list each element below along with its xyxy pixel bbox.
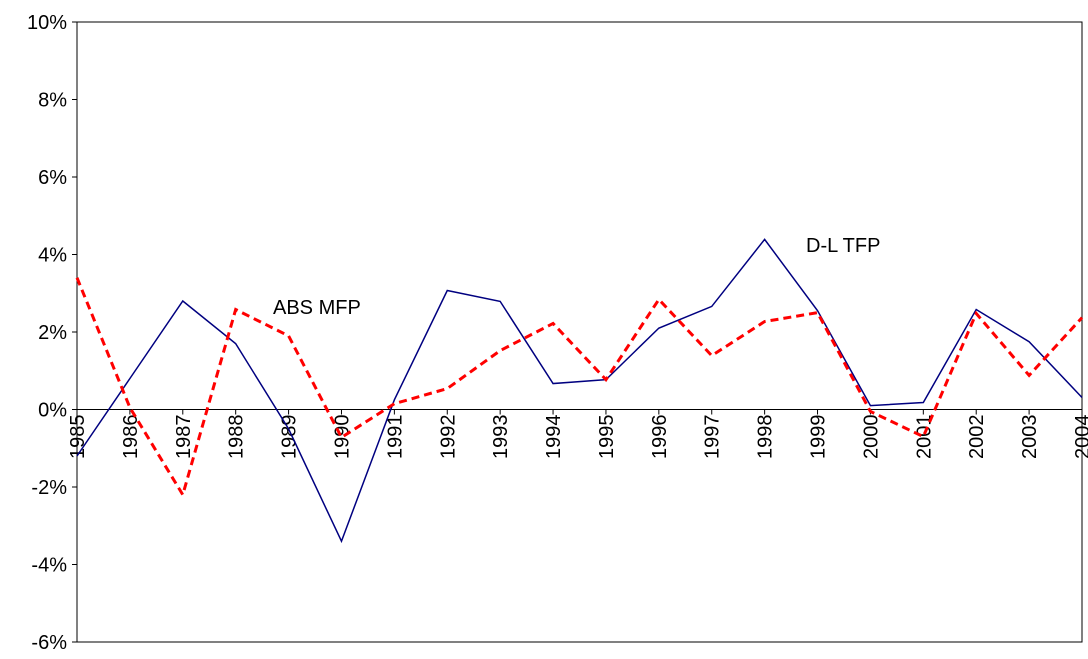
- x-tick-label: 1991: [384, 415, 406, 460]
- y-tick-label: 2%: [38, 322, 67, 344]
- x-tick-label: 2002: [966, 415, 988, 460]
- x-tick-label: 1992: [437, 415, 459, 460]
- x-tick-label: 1985: [67, 415, 89, 460]
- x-tick-label: 1989: [279, 415, 301, 460]
- series-line: [76, 238, 1083, 544]
- x-tick-label: 1988: [226, 415, 248, 460]
- y-tick-label: 6%: [38, 167, 67, 189]
- x-tick-label: 1993: [490, 415, 512, 460]
- x-tick-label: 1990: [331, 415, 353, 460]
- x-tick-label: 1999: [808, 415, 830, 460]
- annotation: D-L TFP: [806, 235, 880, 257]
- x-tick-label: 1998: [755, 415, 777, 460]
- y-tick-label: 4%: [38, 245, 67, 267]
- x-tick-label: 2004: [1072, 415, 1088, 460]
- x-tick-label: 1995: [596, 415, 618, 460]
- x-tick-label: 1986: [120, 415, 142, 460]
- y-tick-label: -6%: [31, 632, 67, 654]
- y-tick-label: 0%: [38, 400, 67, 422]
- y-tick-label: -2%: [31, 477, 67, 499]
- x-tick-label: 1987: [173, 415, 195, 460]
- x-tick-label: 1996: [649, 415, 671, 460]
- annotation: ABS MFP: [273, 297, 361, 319]
- y-tick-label: -4%: [31, 555, 67, 577]
- x-tick-label: 2003: [1019, 415, 1041, 460]
- x-tick-label: 1994: [543, 415, 565, 460]
- x-tick-label: 2000: [860, 415, 882, 460]
- y-tick-label: 10%: [27, 12, 67, 34]
- x-tick-label: 1997: [702, 415, 724, 460]
- x-tick-label: 2001: [913, 415, 935, 460]
- y-tick-label: 8%: [38, 90, 67, 112]
- series-line: [75, 277, 1084, 499]
